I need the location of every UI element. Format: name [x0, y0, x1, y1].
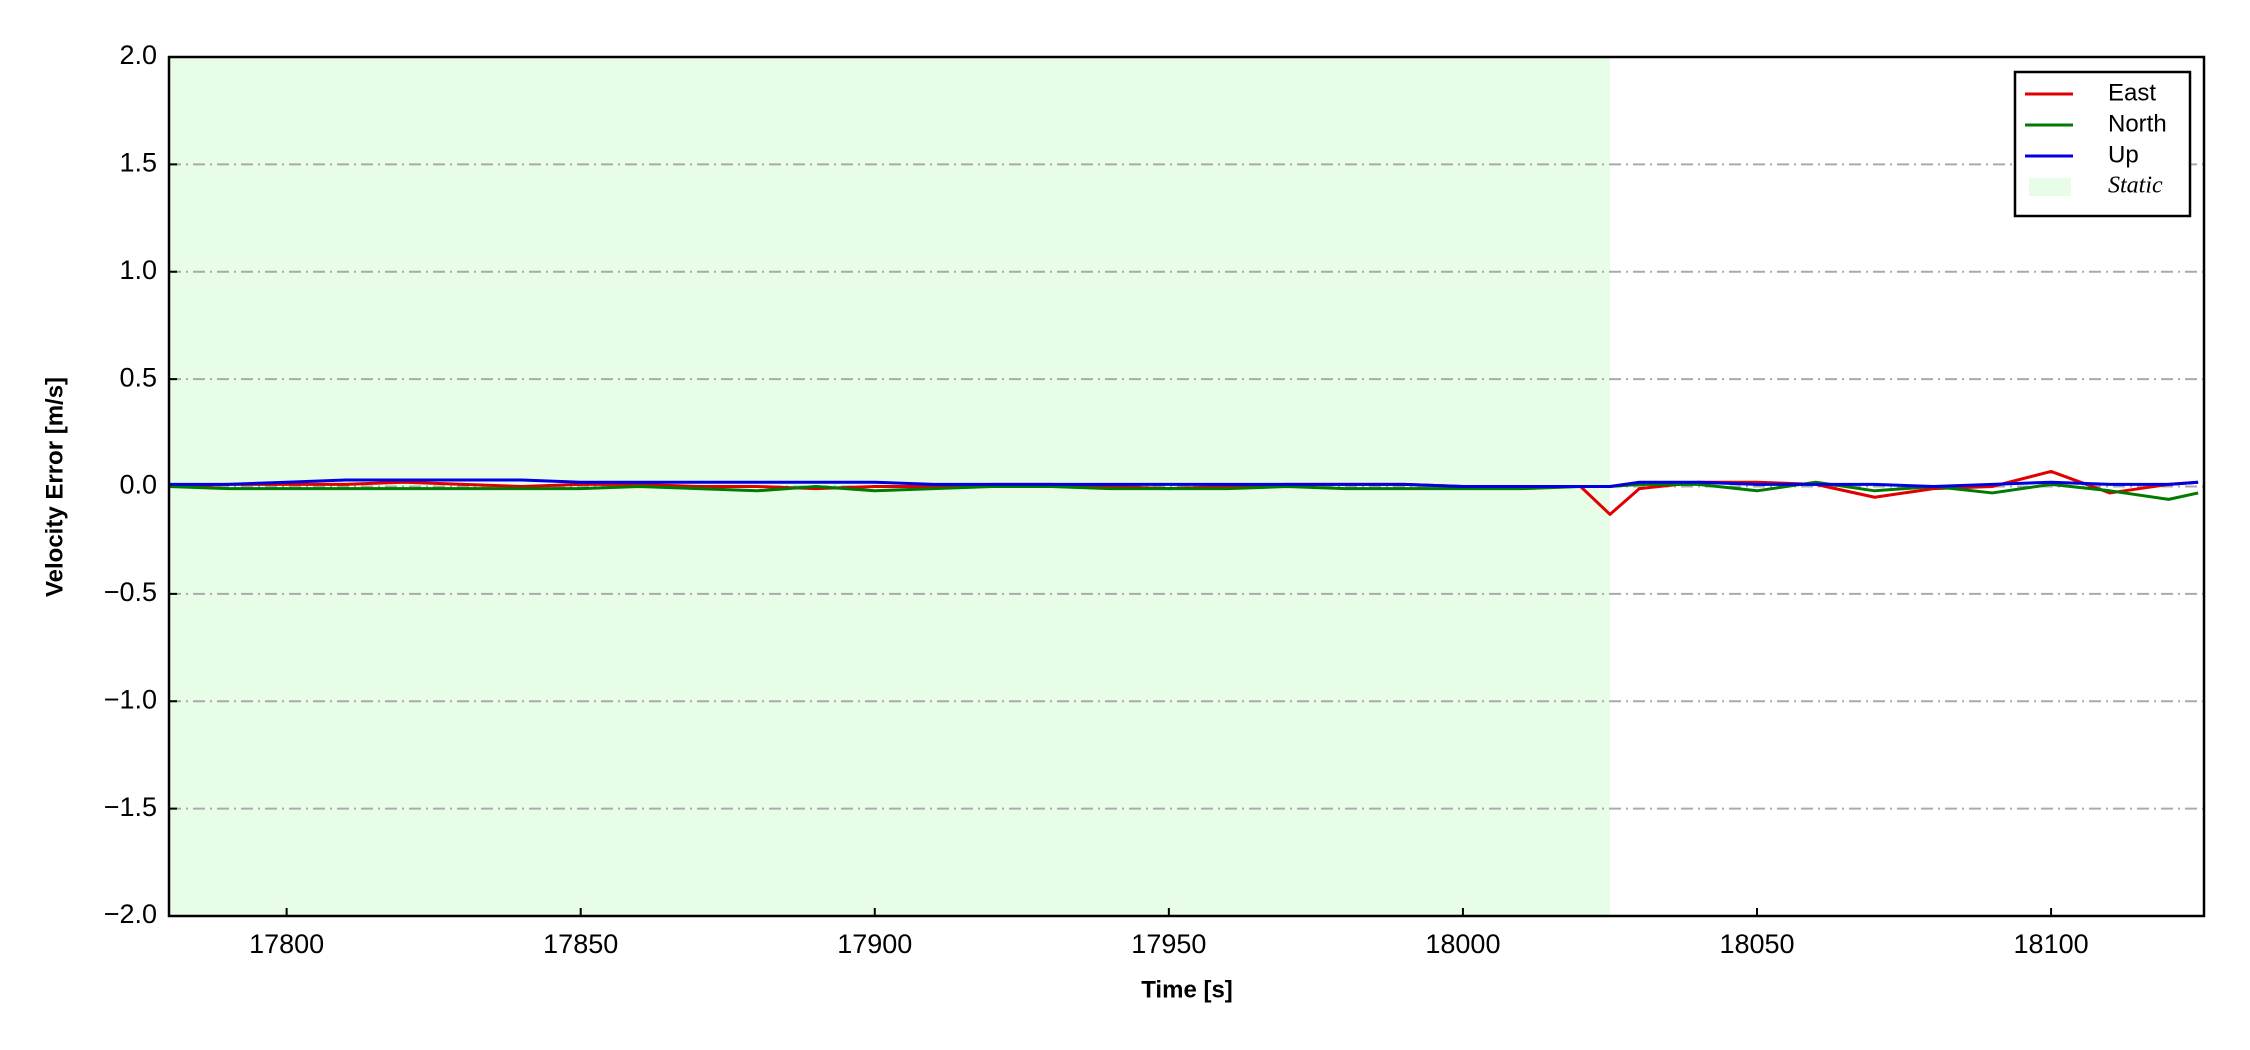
y-tick-label: 1.5 [119, 148, 157, 178]
y-axis-label: Velocity Error [m/s] [41, 377, 68, 597]
x-tick-label: 17850 [543, 929, 618, 959]
data-line [169, 478, 2199, 488]
x-tick-label: 18000 [1425, 929, 1500, 959]
data-line [168, 480, 2199, 501]
x-tick-label: 17900 [837, 929, 912, 959]
y-tick-label: −1.0 [104, 684, 157, 714]
y-tick-label: −0.5 [104, 577, 157, 607]
y-tick-label: 1.0 [119, 255, 157, 285]
x-tick-label: 17950 [1131, 929, 1206, 959]
legend-label: East [2108, 79, 2156, 106]
y-tick-label: 2.0 [119, 40, 157, 70]
y-tick-label: −2.0 [104, 899, 157, 929]
x-tick-label: 18050 [1719, 929, 1794, 959]
y-tick-label: 0.5 [119, 362, 157, 392]
legend-label: Up [2108, 141, 2139, 168]
x-tick-label: 18100 [2014, 929, 2089, 959]
legend-label: Static [2108, 173, 2163, 199]
data-line [168, 469, 2199, 516]
y-tick-label: −1.5 [104, 792, 157, 822]
legend-label: North [2108, 110, 2167, 137]
plot-frame [167, 55, 2206, 918]
y-tick-label: 0.0 [119, 470, 157, 500]
legend-swatch [2029, 178, 2071, 196]
x-tick-label: 17800 [249, 929, 324, 959]
x-axis-label: Time [s] [1141, 976, 1233, 1003]
